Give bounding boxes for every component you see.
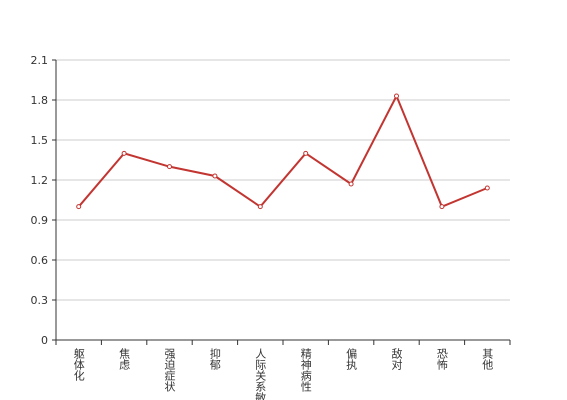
x-tick-label: 强迫症状 — [163, 348, 176, 392]
point — [257, 204, 263, 210]
x-tick-label: 精神病性 — [299, 348, 312, 393]
y-tick-label: 2.1 — [31, 54, 49, 67]
point — [76, 204, 82, 210]
point — [212, 173, 218, 179]
y-tick-label: 0.9 — [31, 214, 49, 227]
point — [394, 93, 399, 99]
x-tick-label: 焦虑 — [118, 348, 131, 370]
x-tick-label: 其他 — [481, 348, 494, 370]
point — [303, 150, 309, 156]
x-tick-label: 敌对 — [390, 347, 403, 370]
x-tick-label: 躯体化 — [72, 348, 85, 382]
y-tick-label: 0.6 — [31, 254, 49, 267]
x-tick-label: 人际关系敏感 — [254, 348, 267, 400]
point — [484, 185, 490, 191]
y-tick-label: 0 — [41, 334, 48, 347]
series-line — [77, 93, 488, 208]
x-tick-label: 恐怖 — [435, 348, 448, 370]
y-tick-label: 0.3 — [31, 294, 49, 307]
point — [167, 164, 172, 170]
x-tick-label: 偏执 — [345, 347, 358, 371]
y-tick-label: 1.2 — [31, 174, 49, 187]
x-tick-label: 抑郁 — [208, 347, 221, 370]
y-tick-label: 1.5 — [31, 134, 49, 147]
y-tick-label: 1.8 — [31, 94, 49, 107]
point — [121, 150, 127, 156]
point — [348, 181, 354, 187]
point — [439, 204, 445, 210]
